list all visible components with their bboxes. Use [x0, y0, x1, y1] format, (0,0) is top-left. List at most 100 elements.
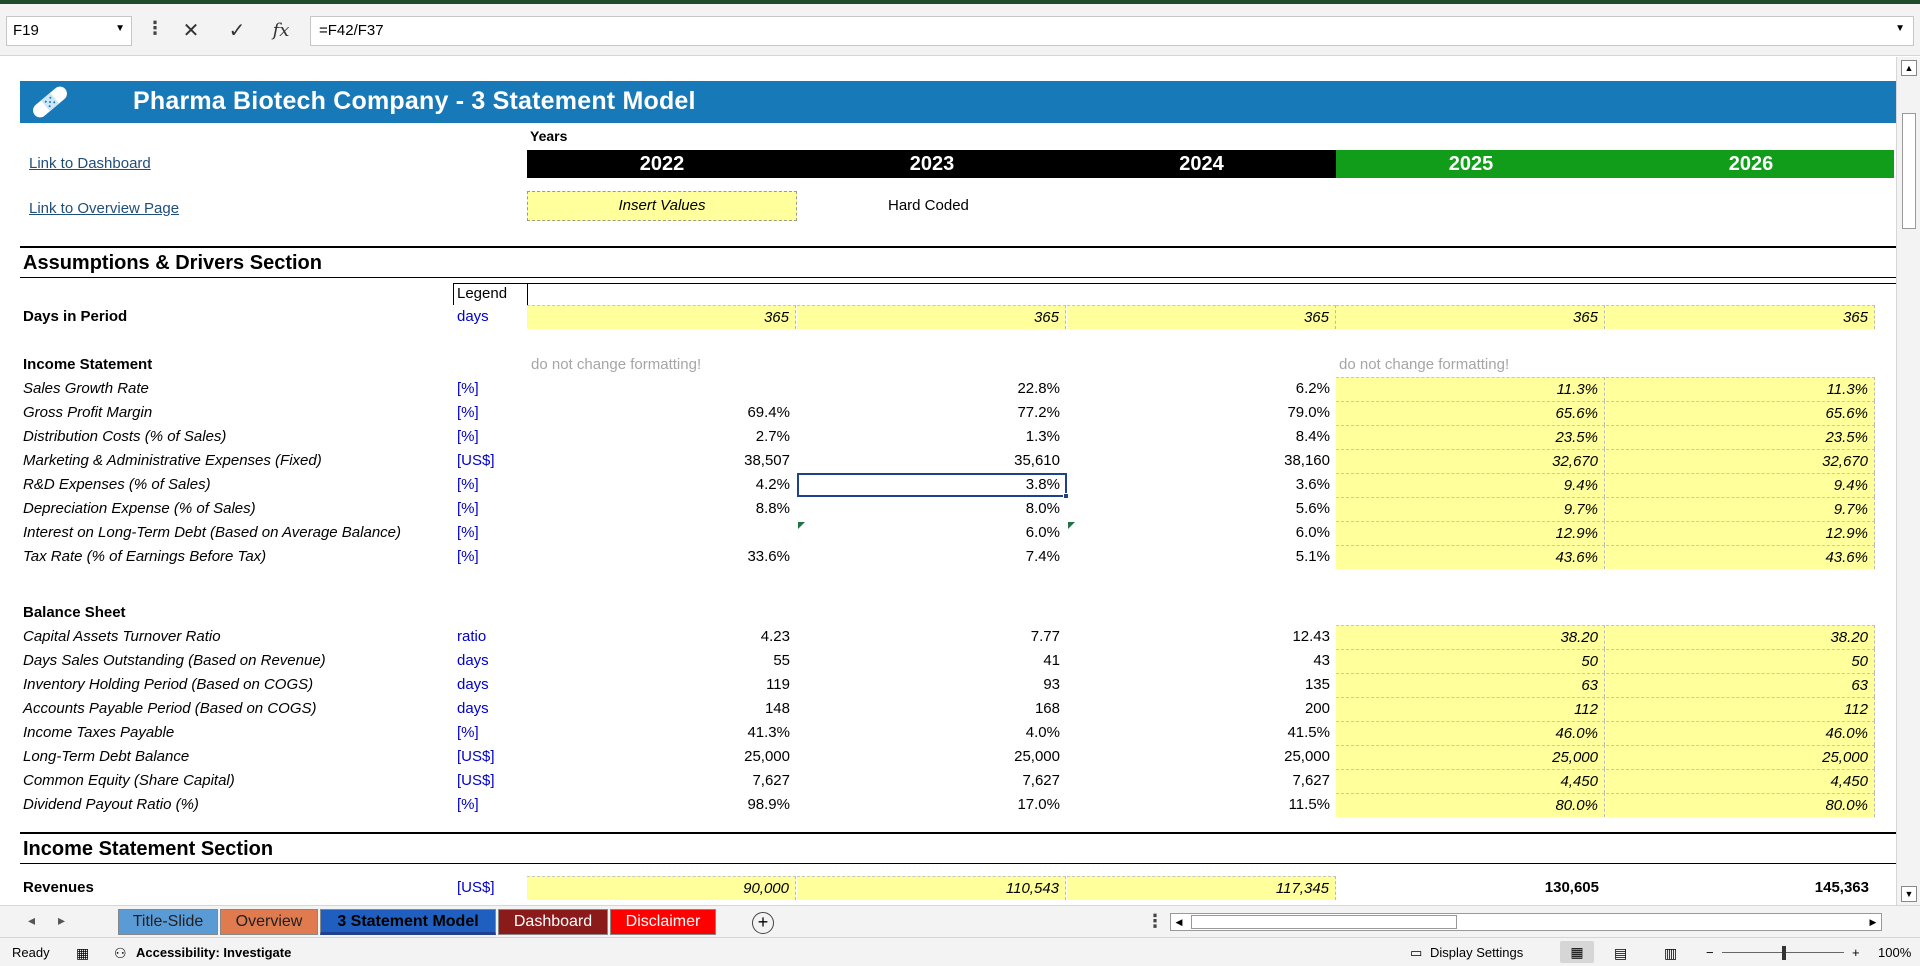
scroll-thumb[interactable]	[1191, 915, 1457, 929]
cell[interactable]: 9.7%	[1606, 497, 1875, 521]
cell[interactable]: 4,450	[1606, 769, 1875, 793]
cell[interactable]: 11.3%	[1336, 377, 1605, 401]
cell[interactable]: 365	[797, 305, 1066, 329]
year-header-2023[interactable]: 2023	[797, 150, 1067, 178]
cell[interactable]: 32,670	[1336, 449, 1605, 473]
cell[interactable]: 365	[527, 305, 796, 329]
cell[interactable]: 63	[1606, 673, 1875, 697]
cell[interactable]: 117,345	[1067, 876, 1336, 900]
cell[interactable]: 33.6%	[747, 548, 790, 565]
fill-handle[interactable]	[1063, 493, 1069, 499]
cell[interactable]: 4.0%	[1025, 724, 1060, 741]
cell[interactable]: 7.4%	[1025, 548, 1060, 565]
error-indicator-icon[interactable]	[1068, 522, 1075, 529]
display-settings-icon[interactable]: ▭	[1410, 945, 1423, 960]
cell[interactable]: 6.0%	[1295, 524, 1330, 541]
cell[interactable]: 32,670	[1606, 449, 1875, 473]
cell[interactable]: 23.5%	[1336, 425, 1605, 449]
cell[interactable]: 46.0%	[1606, 721, 1875, 745]
cell[interactable]: 80.0%	[1606, 793, 1875, 817]
cell[interactable]: 77.2%	[1017, 404, 1060, 421]
cell[interactable]: 110,543	[797, 876, 1066, 900]
year-header-2022[interactable]: 2022	[527, 150, 797, 178]
cell[interactable]: 50	[1336, 649, 1605, 673]
selected-cell-cursor[interactable]	[797, 473, 1069, 499]
chevron-down-icon[interactable]: ▼	[115, 23, 125, 34]
formula-input[interactable]: =F42/F37 ▼	[310, 16, 1914, 46]
scroll-up-icon[interactable]: ▲	[1901, 60, 1917, 76]
cell[interactable]: 148	[764, 700, 790, 717]
error-indicator-icon[interactable]	[798, 522, 805, 529]
page-layout-icon[interactable]: ▤	[1614, 945, 1628, 961]
enter-check-icon[interactable]: ✓	[228, 20, 246, 42]
next-sheet-icon[interactable]: ▸	[58, 912, 66, 928]
cell[interactable]: 130,605	[1544, 879, 1599, 896]
page-break-icon[interactable]: ▥	[1664, 945, 1678, 961]
cell[interactable]: 65.6%	[1336, 401, 1605, 425]
cell[interactable]: 80.0%	[1336, 793, 1605, 817]
scroll-down-icon[interactable]: ▼	[1901, 886, 1917, 902]
cell[interactable]: 17.0%	[1017, 796, 1060, 813]
zoom-level[interactable]: 100%	[1878, 945, 1912, 960]
cell[interactable]: 23.5%	[1606, 425, 1875, 449]
zoom-out-icon[interactable]: −	[1706, 945, 1714, 960]
worksheet-grid[interactable]: Pharma Biotech Company - 3 Statement Mod…	[0, 57, 1896, 905]
cell[interactable]	[527, 521, 796, 545]
sheet-tab[interactable]: 3 Statement Model	[320, 909, 496, 935]
cell[interactable]: 12.9%	[1606, 521, 1875, 545]
cell[interactable]	[527, 377, 796, 401]
cell[interactable]: 112	[1606, 697, 1875, 721]
cell[interactable]: 5.6%	[1295, 500, 1330, 517]
cell[interactable]: 9.4%	[1336, 473, 1605, 497]
cell[interactable]: 41	[1043, 652, 1060, 669]
zoom-slider-thumb[interactable]	[1782, 946, 1786, 960]
cell[interactable]: 3.6%	[1295, 476, 1330, 493]
scroll-thumb[interactable]	[1902, 113, 1916, 229]
cell[interactable]: 145,363	[1814, 879, 1869, 896]
cell[interactable]: 63	[1336, 673, 1605, 697]
cell[interactable]: 25,000	[1284, 748, 1330, 765]
cell[interactable]: 3.8%	[1025, 476, 1060, 493]
cell[interactable]: 6.2%	[1295, 380, 1330, 397]
cell[interactable]: 9.7%	[1336, 497, 1605, 521]
cell[interactable]: 65.6%	[1606, 401, 1875, 425]
cell[interactable]: 7.77	[1030, 628, 1060, 645]
sheet-tab[interactable]: Dashboard	[498, 909, 608, 935]
cell[interactable]: 41.5%	[1287, 724, 1330, 741]
cell[interactable]: 8.8%	[755, 500, 790, 517]
cell[interactable]: 38.20	[1336, 625, 1605, 649]
cell[interactable]: 11.3%	[1606, 377, 1875, 401]
cell[interactable]: 6.0%	[1025, 524, 1060, 541]
cancel-icon[interactable]: ✕	[182, 20, 200, 42]
cell[interactable]: 43	[1313, 652, 1330, 669]
cell[interactable]: 4.23	[760, 628, 790, 645]
cell[interactable]: 7,627	[1022, 772, 1060, 789]
horizontal-scrollbar[interactable]: ◀ ▶	[1170, 913, 1882, 931]
add-sheet-icon[interactable]: +	[752, 912, 774, 934]
cell[interactable]: 43.6%	[1336, 545, 1605, 569]
cell[interactable]: 93	[1043, 676, 1060, 693]
cell[interactable]: 69.4%	[747, 404, 790, 421]
cell[interactable]: 22.8%	[1017, 380, 1060, 397]
more-options-icon[interactable]: ⋮	[1146, 911, 1164, 931]
macro-record-icon[interactable]: ▦	[76, 945, 90, 961]
cell[interactable]: 365	[1606, 305, 1875, 329]
cell[interactable]: 365	[1067, 305, 1336, 329]
scroll-left-icon[interactable]: ◀	[1175, 917, 1183, 927]
cell[interactable]: 135	[1304, 676, 1330, 693]
cell[interactable]: 38,160	[1284, 452, 1330, 469]
more-options-icon[interactable]: ⋮	[146, 18, 164, 38]
year-header-2026[interactable]: 2026	[1606, 150, 1896, 178]
cell[interactable]: 168	[1034, 700, 1060, 717]
insert-function-icon[interactable]: fx	[272, 20, 290, 41]
cell[interactable]: 8.4%	[1295, 428, 1330, 445]
accessibility-icon[interactable]: ⚇	[114, 945, 127, 961]
cell[interactable]: 2.7%	[755, 428, 790, 445]
cell[interactable]: 12.9%	[1336, 521, 1605, 545]
sheet-tab[interactable]: Overview	[220, 909, 318, 935]
cell[interactable]: 46.0%	[1336, 721, 1605, 745]
cell[interactable]: 9.4%	[1606, 473, 1875, 497]
cell[interactable]: 43.6%	[1606, 545, 1875, 569]
cell[interactable]: 112	[1336, 697, 1605, 721]
prev-sheet-icon[interactable]: ◂	[28, 912, 36, 928]
